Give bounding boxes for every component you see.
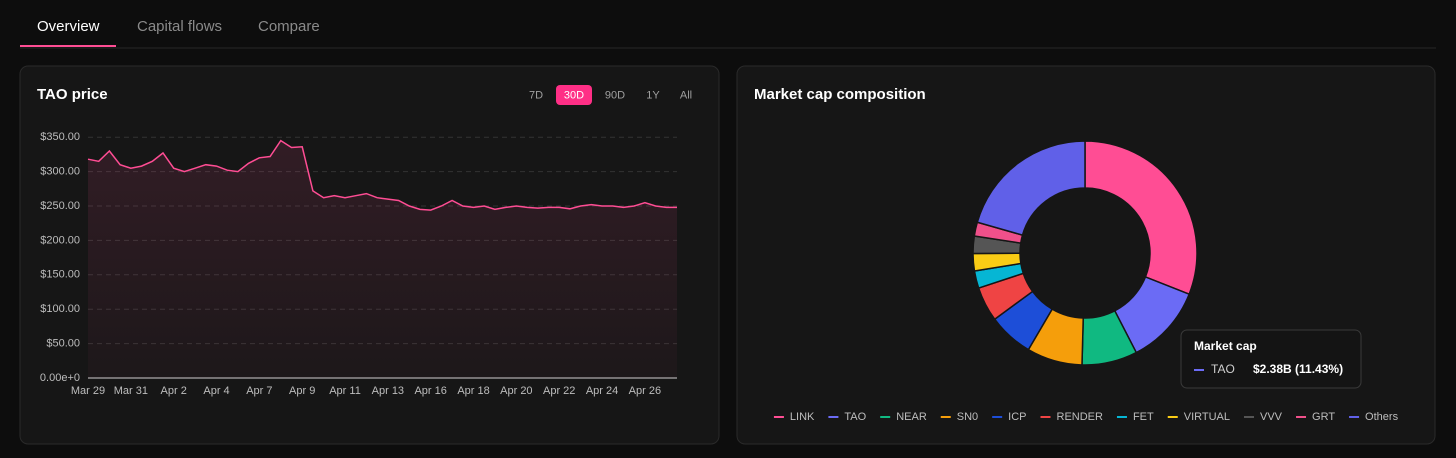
legend-label: GRT bbox=[1312, 411, 1335, 423]
y-tick-label: $200.00 bbox=[40, 234, 80, 246]
y-tick-label: 0.00e+0 bbox=[40, 372, 80, 384]
tooltip-title: Market cap bbox=[1194, 339, 1257, 353]
donut-slice bbox=[1084, 140, 1198, 296]
x-tick-label: Apr 9 bbox=[289, 385, 315, 397]
tab[interactable]: Capital flows bbox=[137, 18, 222, 35]
range-button[interactable]: All bbox=[680, 89, 692, 101]
range-button[interactable]: 1Y bbox=[646, 89, 660, 101]
legend-label: RENDER bbox=[1057, 411, 1104, 423]
range-button[interactable]: 7D bbox=[529, 89, 543, 101]
x-tick-label: Apr 24 bbox=[586, 385, 618, 397]
x-tick-label: Apr 20 bbox=[500, 385, 532, 397]
legend-label: ICP bbox=[1008, 411, 1026, 423]
y-tick-label: $350.00 bbox=[40, 131, 80, 143]
legend-label: TAO bbox=[844, 411, 866, 423]
legend-label: Others bbox=[1365, 411, 1399, 423]
legend-label: VIRTUAL bbox=[1184, 411, 1230, 423]
x-tick-label: Apr 22 bbox=[543, 385, 575, 397]
x-tick-label: Apr 13 bbox=[372, 385, 404, 397]
chart-title: TAO price bbox=[37, 86, 108, 103]
tooltip-value: $2.38B (11.43%) bbox=[1253, 362, 1343, 376]
y-tick-label: $250.00 bbox=[40, 200, 80, 212]
x-tick-label: Apr 26 bbox=[629, 385, 661, 397]
tab[interactable]: Overview bbox=[37, 18, 100, 35]
tab[interactable]: Compare bbox=[258, 18, 320, 35]
x-tick-label: Apr 16 bbox=[414, 385, 446, 397]
y-tick-label: $300.00 bbox=[40, 166, 80, 178]
x-tick-label: Apr 18 bbox=[457, 385, 489, 397]
y-tick-label: $50.00 bbox=[46, 338, 80, 350]
y-tick-label: $150.00 bbox=[40, 269, 80, 281]
tooltip-box bbox=[1180, 329, 1362, 389]
x-tick-label: Apr 7 bbox=[246, 385, 272, 397]
legend-label: NEAR bbox=[896, 411, 927, 423]
donut-slice bbox=[976, 140, 1086, 237]
x-tick-label: Apr 11 bbox=[329, 385, 361, 397]
legend-label: LINK bbox=[790, 411, 815, 423]
range-button[interactable]: 30D bbox=[564, 89, 584, 101]
legend: LINK TAO NEAR SN0 ICP RENDER FET VIRTUAL VVV GRT O… bbox=[773, 411, 1399, 423]
x-tick-label: Apr 4 bbox=[203, 385, 229, 397]
range-button[interactable]: 90D bbox=[605, 89, 625, 101]
price-line bbox=[87, 139, 677, 211]
y-tick-label: $100.00 bbox=[40, 303, 80, 315]
tab-underline bbox=[20, 45, 116, 47]
x-tick-label: Apr 2 bbox=[161, 385, 187, 397]
legend-label: FET bbox=[1133, 411, 1154, 423]
legend-label: VVV bbox=[1260, 411, 1283, 423]
x-tick-label: Mar 31 bbox=[114, 385, 148, 397]
tooltip-name: TAO bbox=[1211, 362, 1235, 376]
x-tick-label: Mar 29 bbox=[71, 385, 105, 397]
price-area bbox=[88, 140, 677, 378]
range-button-bg bbox=[556, 85, 592, 105]
chart-title: Market cap composition bbox=[754, 86, 926, 103]
legend-label: SN0 bbox=[957, 411, 978, 423]
